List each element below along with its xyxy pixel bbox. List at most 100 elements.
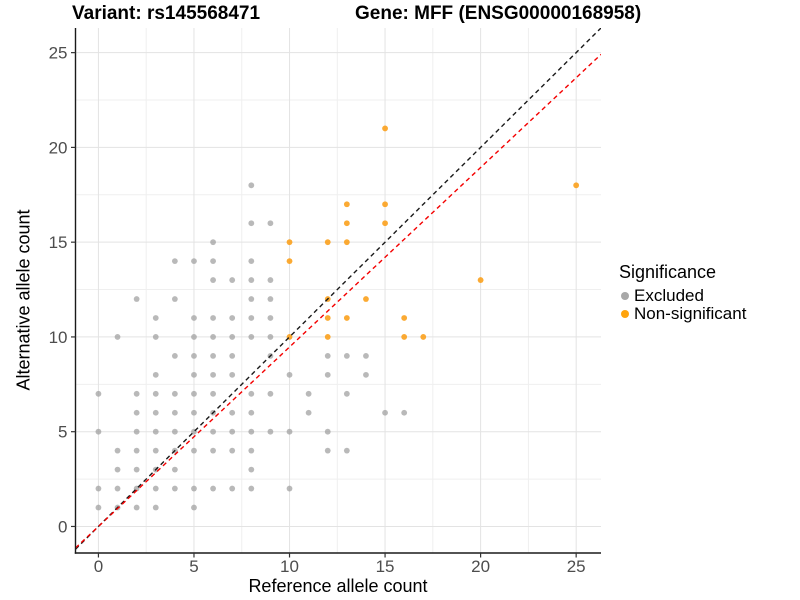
y-tick-label: 0 <box>58 517 67 536</box>
y-tick-label: 20 <box>49 138 68 157</box>
data-point-excluded <box>210 371 216 378</box>
data-point-excluded <box>152 409 159 416</box>
data-point-excluded <box>95 428 102 435</box>
data-point-excluded <box>191 258 197 265</box>
data-point-excluded <box>95 390 102 397</box>
data-point-excluded <box>343 390 350 397</box>
excluded-dot-icon <box>621 292 629 300</box>
data-point-excluded <box>248 258 255 265</box>
data-point-excluded <box>363 371 369 378</box>
data-point-excluded <box>324 371 331 378</box>
data-point-excluded <box>133 466 140 473</box>
data-point-non-significant <box>286 239 293 246</box>
expected-ratio-line <box>75 53 601 549</box>
legend: Significance Excluded Non-significant <box>617 262 746 323</box>
data-point-non-significant <box>363 296 369 302</box>
y-tick-label: 15 <box>49 233 68 252</box>
y-tick-label: 5 <box>58 423 67 442</box>
data-point-excluded <box>210 485 216 492</box>
data-point-excluded <box>229 334 236 340</box>
data-point-excluded <box>191 390 197 397</box>
data-point-excluded <box>171 485 178 492</box>
x-tick-label: 25 <box>567 557 586 576</box>
data-point-excluded <box>191 504 197 511</box>
x-tick-label: 10 <box>280 557 299 576</box>
data-point-excluded <box>286 485 293 492</box>
data-point-non-significant <box>286 258 293 265</box>
data-point-excluded <box>210 447 216 454</box>
legend-item-excluded: Excluded <box>621 287 746 305</box>
data-point-excluded <box>248 315 255 321</box>
data-point-excluded <box>248 428 255 435</box>
nonsignificant-dot-icon <box>621 310 629 318</box>
data-point-excluded <box>401 409 408 416</box>
data-point-excluded <box>114 334 121 340</box>
data-point-excluded <box>229 447 236 454</box>
data-point-excluded <box>191 371 197 378</box>
gene-title: Gene: MFF (ENSG00000168958) <box>355 3 642 24</box>
data-point-non-significant <box>401 334 408 340</box>
data-point-excluded <box>267 220 274 227</box>
data-point-excluded <box>324 447 331 454</box>
data-point-excluded <box>133 504 140 511</box>
data-point-non-significant <box>343 201 350 208</box>
data-point-excluded <box>152 504 159 511</box>
data-point-excluded <box>191 334 197 340</box>
legend-title: Significance <box>619 262 717 282</box>
data-point-excluded <box>248 182 255 189</box>
x-tick-label: 15 <box>376 557 395 576</box>
data-point-excluded <box>248 390 255 397</box>
data-point-excluded <box>248 277 255 283</box>
data-point-excluded <box>363 352 369 359</box>
data-point-non-significant <box>382 125 388 132</box>
x-tick-label: 0 <box>94 557 103 576</box>
data-point-excluded <box>171 296 178 302</box>
data-point-excluded <box>171 428 178 435</box>
data-point-excluded <box>305 390 312 397</box>
data-point-excluded <box>210 334 216 340</box>
data-point-excluded <box>114 466 121 473</box>
data-point-excluded <box>210 277 216 283</box>
data-point-excluded <box>267 390 274 397</box>
data-point-excluded <box>114 485 121 492</box>
data-point-non-significant <box>343 315 350 321</box>
data-point-excluded <box>152 334 159 340</box>
data-point-non-significant <box>324 315 331 321</box>
data-point-non-significant <box>401 315 408 321</box>
data-point-excluded <box>210 428 216 435</box>
data-point-excluded <box>267 315 274 321</box>
data-point-excluded <box>343 447 350 454</box>
data-point-excluded <box>191 447 197 454</box>
data-point-excluded <box>248 466 255 473</box>
data-point-non-significant <box>343 220 350 227</box>
legend-item-nonsignificant: Non-significant <box>621 305 746 323</box>
data-point-non-significant <box>343 239 350 246</box>
data-point-excluded <box>171 466 178 473</box>
x-tick-label: 20 <box>471 557 490 576</box>
data-point-excluded <box>133 447 140 454</box>
data-point-excluded <box>229 485 236 492</box>
x-axis-title: Reference allele count <box>248 576 428 596</box>
data-point-excluded <box>152 485 159 492</box>
data-point-excluded <box>210 239 216 246</box>
data-point-non-significant <box>420 334 427 340</box>
y-tick-label: 10 <box>49 328 68 347</box>
data-point-excluded <box>324 428 331 435</box>
data-point-excluded <box>171 409 178 416</box>
data-point-excluded <box>286 428 293 435</box>
data-point-excluded <box>171 390 178 397</box>
data-point-excluded <box>229 315 236 321</box>
data-point-excluded <box>95 485 102 492</box>
data-point-excluded <box>229 371 236 378</box>
data-point-excluded <box>229 409 236 416</box>
data-point-excluded <box>191 315 197 321</box>
data-point-excluded <box>191 352 197 359</box>
data-point-non-significant <box>477 277 484 283</box>
data-point-excluded <box>152 428 159 435</box>
data-point-excluded <box>171 258 178 265</box>
data-point-excluded <box>382 409 388 416</box>
data-point-excluded <box>191 409 197 416</box>
data-point-excluded <box>171 352 178 359</box>
